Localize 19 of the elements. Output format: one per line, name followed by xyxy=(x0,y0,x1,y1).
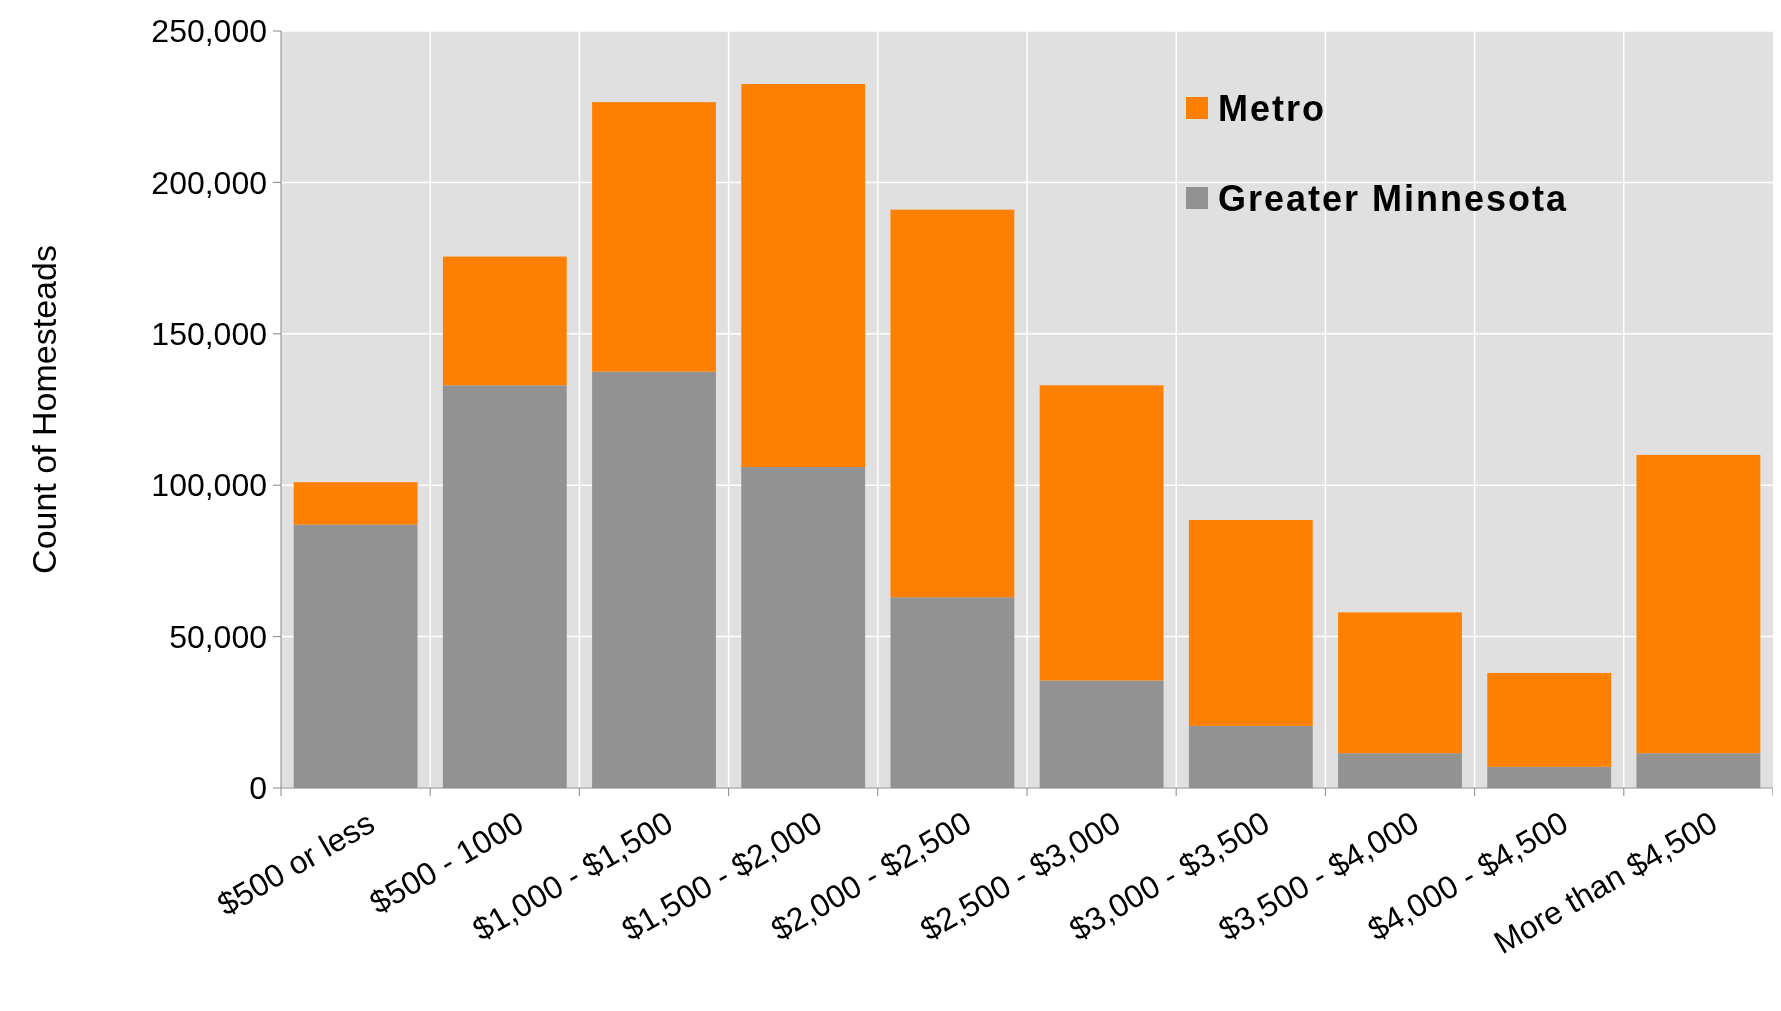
bar xyxy=(1039,385,1164,681)
legend-label: Metro xyxy=(1218,87,1326,129)
y-tick-label: 0 xyxy=(249,770,267,807)
bar xyxy=(741,83,866,468)
bar xyxy=(1487,672,1612,767)
bar xyxy=(1338,612,1462,754)
y-tick-label: 200,000 xyxy=(151,164,267,201)
bar xyxy=(1636,454,1761,754)
bar xyxy=(1188,520,1313,726)
y-tick-label: 50,000 xyxy=(169,618,267,655)
y-tick-label: 100,000 xyxy=(151,467,267,504)
legend-label: Greater Minnesota xyxy=(1218,177,1569,219)
y-axis-title: Count of Homesteads xyxy=(25,245,63,574)
y-tick-label: 150,000 xyxy=(151,316,267,352)
bar xyxy=(890,209,1015,598)
bar xyxy=(442,256,567,386)
bar xyxy=(592,102,716,372)
bar xyxy=(293,482,418,525)
y-tick-label: 250,000 xyxy=(151,13,267,50)
